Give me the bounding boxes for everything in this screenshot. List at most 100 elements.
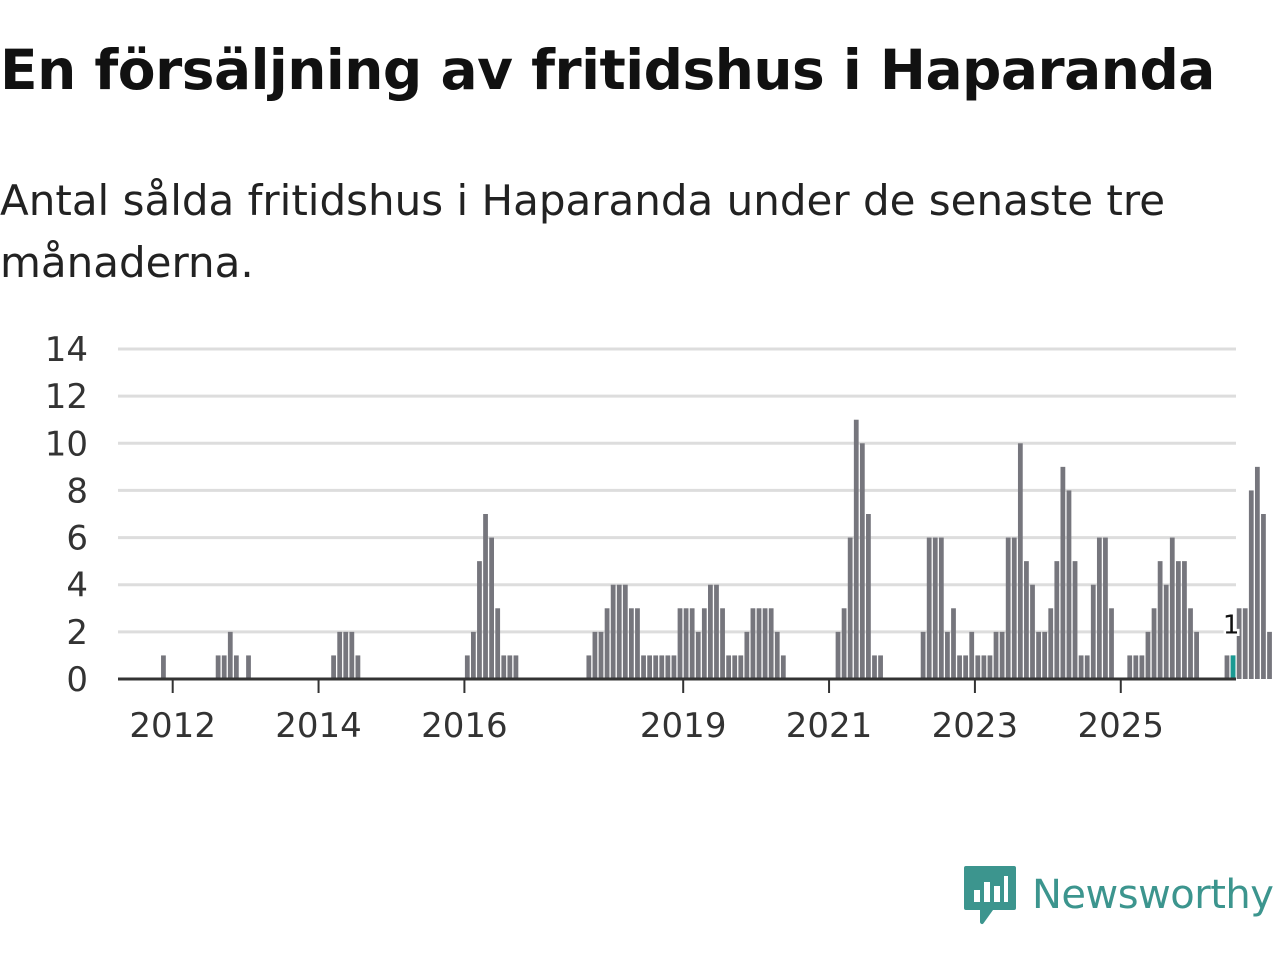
bar xyxy=(714,584,719,679)
grid-lines xyxy=(118,347,1236,634)
bar xyxy=(671,655,677,679)
bar xyxy=(1011,537,1017,679)
bar xyxy=(1054,561,1060,679)
y-axis-ticks: 0 2 4 6 8 10 12 14 xyxy=(45,330,88,700)
x-axis-ticks: 2012 2014 2016 2019 2021 2023 2025 xyxy=(129,679,1164,746)
bar xyxy=(1078,655,1084,679)
bar xyxy=(1242,608,1248,679)
bar xyxy=(726,655,732,679)
bar xyxy=(975,655,981,679)
bar xyxy=(689,608,695,679)
bar xyxy=(489,537,494,679)
bar xyxy=(926,537,932,679)
bar xyxy=(993,631,999,679)
x-tick-label: 2023 xyxy=(932,706,1019,746)
bars xyxy=(161,419,1272,679)
bar xyxy=(1005,537,1011,679)
bar xyxy=(659,655,665,679)
bar xyxy=(932,537,938,679)
bar xyxy=(963,655,969,679)
bar xyxy=(513,655,519,679)
bar xyxy=(708,584,713,679)
bar xyxy=(495,608,501,679)
bar xyxy=(221,655,227,679)
bar xyxy=(215,655,221,679)
x-tick-label: 2014 xyxy=(275,706,362,746)
bar xyxy=(744,631,750,679)
x-tick-label: 2012 xyxy=(129,706,216,746)
bar xyxy=(1024,561,1029,679)
newsworthy-logo[interactable]: Newsworthy xyxy=(962,864,1274,926)
bar xyxy=(987,655,993,679)
bar xyxy=(677,608,683,679)
bar xyxy=(768,608,774,679)
bar xyxy=(331,655,336,679)
bar xyxy=(1175,561,1181,679)
y-tick-label: 14 xyxy=(45,330,88,370)
bar xyxy=(920,631,926,679)
bar xyxy=(1169,537,1175,679)
bar xyxy=(1261,514,1266,679)
bar xyxy=(604,608,610,679)
bar xyxy=(1066,490,1072,679)
bar xyxy=(847,537,853,679)
y-tick-label: 12 xyxy=(45,377,88,417)
bar xyxy=(1254,466,1260,679)
bar xyxy=(1017,443,1023,679)
brand-name: Newsworthy xyxy=(1032,872,1274,918)
bar xyxy=(738,655,744,679)
bar xyxy=(859,443,865,679)
x-tick-label: 2025 xyxy=(1078,706,1165,746)
bar xyxy=(1248,490,1254,679)
bar xyxy=(1133,655,1139,679)
bar xyxy=(1030,584,1035,679)
bar xyxy=(616,584,622,679)
y-tick-label: 2 xyxy=(66,613,88,653)
bar xyxy=(1151,608,1157,679)
bar xyxy=(938,537,944,679)
bar-latest xyxy=(1230,655,1236,679)
bar xyxy=(1224,655,1230,679)
bar xyxy=(227,631,233,679)
data-label-latest: 1 xyxy=(1223,610,1240,640)
y-tick-label: 10 xyxy=(45,424,88,464)
bar xyxy=(1072,561,1078,679)
bar xyxy=(683,608,689,679)
bar xyxy=(629,608,634,679)
bar xyxy=(1139,655,1145,679)
bar xyxy=(945,631,950,679)
bar xyxy=(1060,466,1066,679)
x-tick-label: 2019 xyxy=(640,706,727,746)
bar xyxy=(701,608,707,679)
bar xyxy=(507,655,513,679)
bar xyxy=(762,608,768,679)
bar xyxy=(641,655,646,679)
bar xyxy=(349,631,355,679)
bar xyxy=(999,631,1005,679)
bar xyxy=(695,631,701,679)
bar xyxy=(981,655,987,679)
bar xyxy=(598,631,604,679)
bar xyxy=(665,655,671,679)
newsworthy-logo-icon xyxy=(964,866,1016,924)
bar xyxy=(592,631,598,679)
bar xyxy=(1042,631,1048,679)
y-tick-label: 0 xyxy=(66,660,88,700)
bar xyxy=(853,419,859,679)
bar xyxy=(774,631,780,679)
y-tick-label: 6 xyxy=(66,519,88,559)
bar xyxy=(464,655,470,679)
bar xyxy=(355,655,361,679)
bar xyxy=(1084,655,1090,679)
bar xyxy=(951,608,956,679)
bar xyxy=(233,655,239,679)
bar xyxy=(1194,631,1199,679)
bar xyxy=(1127,655,1133,679)
data-labels: 1 xyxy=(1220,608,1242,643)
bar xyxy=(1048,608,1054,679)
bar xyxy=(969,631,975,679)
bar xyxy=(1182,561,1187,679)
chart-subtitle: Antal sålda fritidshus i Haparanda under… xyxy=(0,176,1166,287)
bar xyxy=(720,608,725,679)
bar xyxy=(647,655,653,679)
